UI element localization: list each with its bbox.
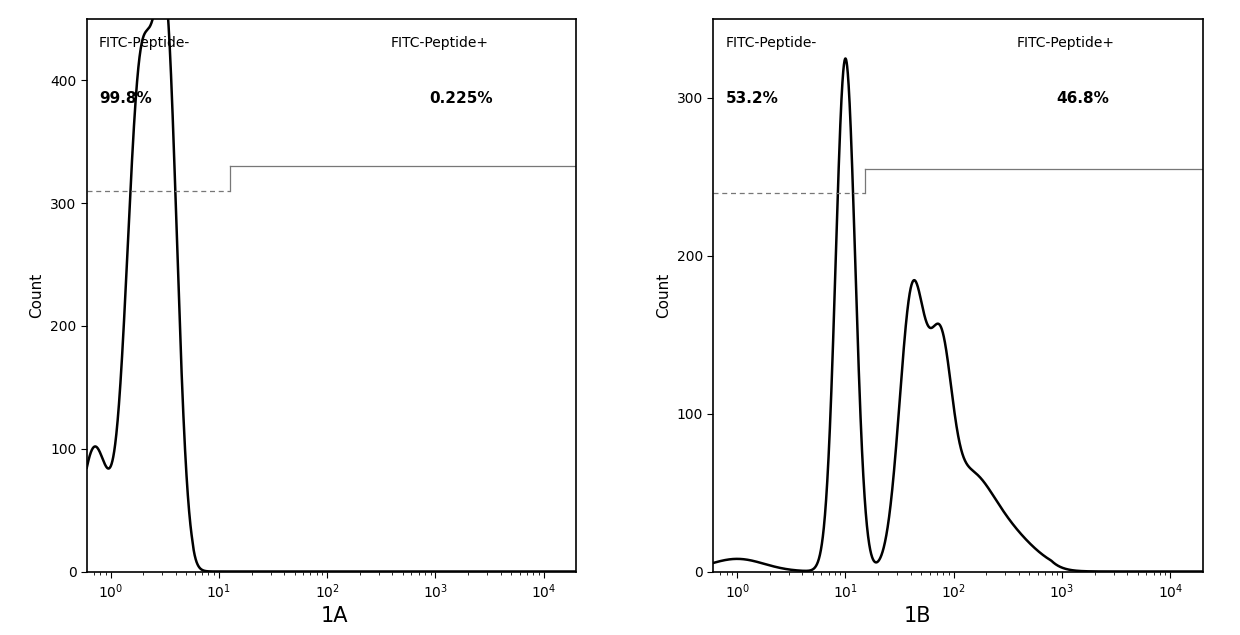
- Text: FITC-Peptide+: FITC-Peptide+: [391, 36, 489, 50]
- Y-axis label: Count: Count: [30, 272, 45, 318]
- Text: 1A: 1A: [321, 606, 348, 626]
- Y-axis label: Count: Count: [656, 272, 671, 318]
- Text: 99.8%: 99.8%: [99, 91, 151, 106]
- Text: 1B: 1B: [904, 606, 931, 626]
- Text: 0.225%: 0.225%: [429, 91, 494, 106]
- Text: 53.2%: 53.2%: [725, 91, 779, 106]
- Text: 46.8%: 46.8%: [1056, 91, 1109, 106]
- Text: FITC-Peptide-: FITC-Peptide-: [99, 36, 190, 50]
- Text: FITC-Peptide+: FITC-Peptide+: [1017, 36, 1115, 50]
- Text: FITC-Peptide-: FITC-Peptide-: [725, 36, 817, 50]
